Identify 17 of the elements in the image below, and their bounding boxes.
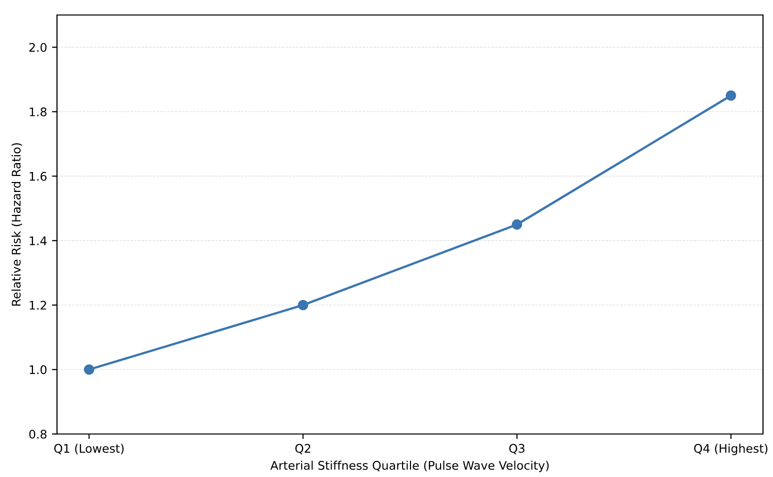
x-axis-title: Arterial Stiffness Quartile (Pulse Wave Velocity) [270,460,549,472]
point [298,300,308,310]
y-tick-label: 1.6 [30,172,47,181]
point [84,364,94,375]
x-tick-label: Q2 [295,444,310,454]
y-tick-label: 1.4 [30,236,47,246]
x-tick-label: Q1 (Lowest) [54,444,124,454]
y-tick-label: 2.0 [29,42,46,52]
y-tick-label: 1.8 [30,107,46,116]
point [726,90,736,101]
y-tick-label: 1.0 [30,365,46,374]
y-tick-label: 0.8 [29,430,46,439]
y-tick-label: 1.2 [30,300,46,310]
x-tick-label: Q4 (Highest) [694,444,768,456]
x-tick-label: Q3 [509,444,524,454]
point [512,219,522,230]
y-axis-title: Relative Risk (Hazard Ratio) [12,143,22,306]
